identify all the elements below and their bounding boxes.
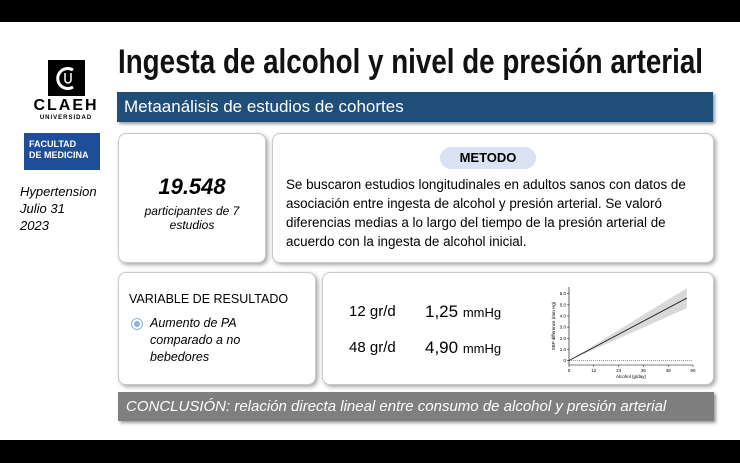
results-box: 12 gr/d 1,25 mmHg 48 gr/d 4,90 mmHg 0 1.0… — [322, 272, 714, 385]
x-tick-label: 24 — [616, 368, 622, 373]
x-tick-label: 12 — [591, 368, 597, 373]
faculty-line: FACULTAD — [29, 139, 77, 149]
logo-name: CLAEH — [33, 97, 99, 114]
line — [568, 297, 687, 361]
outcome-heading: VARIABLE DE RESULTADO — [129, 292, 289, 306]
unit: mmHg — [462, 341, 502, 356]
title: Ingesta de alcohol y nivel de presión ar… — [118, 43, 703, 81]
x-tick-label: 48 — [666, 368, 672, 373]
bottom-bar — [0, 440, 740, 463]
y-tick-label: 2.0 — [560, 336, 567, 341]
y-tick-label: 0 — [563, 358, 566, 363]
subtitle: Metaanálisis de estudios de cohortes — [117, 92, 713, 122]
outcome-item: Aumento de PA comparado a no bebedores — [150, 316, 241, 364]
value: 1,25 — [425, 302, 459, 321]
logo-mark — [48, 60, 85, 96]
top-bar — [0, 0, 740, 22]
conclusion: CONCLUSIÓN: relación directa lineal entr… — [118, 392, 714, 421]
radio-bullet — [131, 318, 143, 330]
y-tick-label: 1.0 — [560, 347, 567, 352]
faculty-line: DE MEDICINA — [29, 150, 89, 160]
participants-label: participantes de 7 estudios — [144, 204, 240, 232]
y-tick-label: 6.0 — [560, 291, 567, 296]
dose: 12 gr/d — [349, 303, 396, 320]
result-value: 4,90 mmHg — [425, 338, 501, 358]
value: 4,90 — [425, 338, 459, 357]
method-text: Se buscaron estudios longitudinales en a… — [286, 177, 686, 249]
logo-subname: UNIVERSIDAD — [39, 115, 93, 121]
participants-box: 19.548 participantes de 7 estudios — [118, 133, 266, 263]
y-tick-label: 3.0 — [560, 325, 567, 330]
source-line: Hypertension — [20, 184, 97, 199]
x-axis-label: Alcohol (g/day) — [616, 374, 647, 379]
source-line: Julio 31 — [20, 201, 65, 216]
x-tick-label: 36 — [641, 368, 647, 373]
result-value: 1,25 mmHg — [425, 302, 501, 322]
unit: mmHg — [462, 305, 502, 320]
x-tick-label: 60 — [690, 368, 696, 373]
source-line: 2023 — [20, 218, 49, 233]
y-tick-label: 4.0 — [560, 313, 567, 318]
participants-count: 19.548 — [158, 174, 226, 199]
y-tick-label: 5.0 — [560, 302, 567, 307]
source: Hypertension Julio 31 2023 — [20, 183, 97, 234]
y-axis-label: SBP difference (mm Hg) — [551, 301, 556, 350]
chart: 0 1.0 2.0 3.0 4.0 5.0 6.0 0 12 24 36 48 60 Alcohol (g… — [551, 287, 696, 379]
method-box: METODO Se buscaron estudios longitudinal… — [272, 133, 714, 263]
faculty: FACULTAD DE MEDICINA — [24, 133, 100, 170]
confidence-band — [569, 288, 687, 361]
dose: 48 gr/d — [349, 339, 396, 356]
method-heading: METODO — [440, 147, 536, 169]
outcome-box: VARIABLE DE RESULTADO Aumento de PA comp… — [118, 272, 316, 385]
logo-glyph — [56, 67, 74, 90]
x-tick-label: 0 — [568, 368, 571, 373]
title-svg: Ingesta de alcohol y nivel de presión ar… — [118, 43, 703, 81]
